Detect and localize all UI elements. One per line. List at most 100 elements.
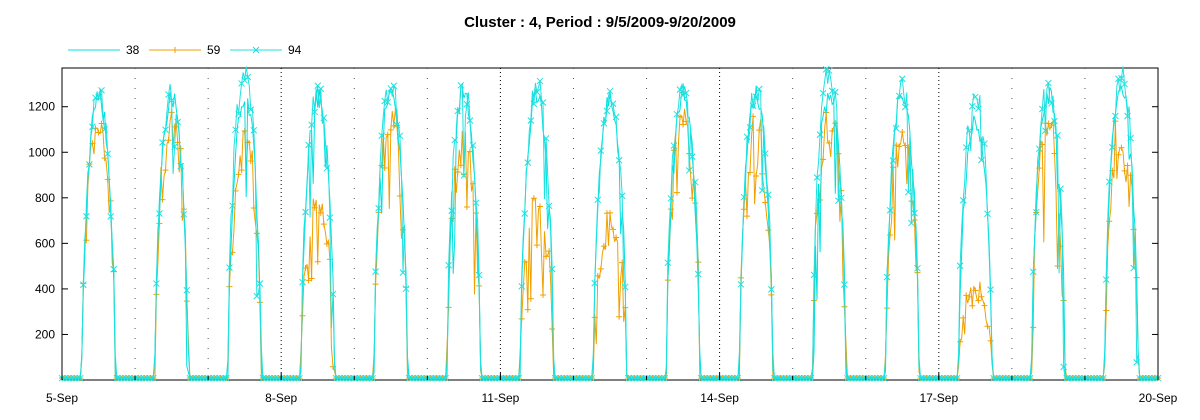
data-point (557, 374, 565, 382)
data-point (299, 312, 306, 319)
y-tick-label: 800 (35, 191, 55, 205)
data-point (539, 99, 547, 106)
data-point (649, 374, 656, 382)
data-point (640, 374, 647, 382)
data-point (460, 172, 468, 179)
data-point (549, 325, 556, 332)
data-point (667, 195, 675, 202)
data-point (128, 374, 136, 382)
data-point (755, 85, 763, 93)
data-point (740, 193, 748, 201)
data-point (758, 187, 766, 194)
data-point (783, 374, 790, 382)
data-point (417, 374, 425, 382)
data-point (518, 282, 526, 290)
data-point (235, 110, 242, 118)
legend-item-59: 59 (149, 43, 221, 57)
data-point (314, 258, 321, 265)
legend-label: 38 (126, 43, 140, 57)
data-point (744, 213, 750, 220)
data-point (186, 374, 194, 382)
data-point (1084, 374, 1092, 382)
data-point (320, 114, 328, 122)
data-point (1045, 120, 1052, 127)
data-point (884, 305, 891, 312)
data-point (597, 147, 605, 154)
data-point (542, 134, 550, 142)
data-point (810, 271, 818, 279)
data-point (481, 374, 489, 382)
data-point (874, 374, 882, 382)
data-point (252, 46, 260, 54)
data-point (774, 374, 781, 382)
data-point (439, 374, 446, 382)
data-point (207, 374, 215, 382)
data-point (1045, 79, 1052, 87)
data-point (238, 167, 245, 174)
data-point (771, 374, 778, 382)
data-point (996, 374, 1004, 382)
series-38 (62, 83, 1158, 379)
data-point (850, 374, 857, 382)
data-point (588, 374, 596, 382)
data-point (747, 169, 754, 176)
data-point (110, 265, 118, 273)
data-point (1102, 276, 1110, 283)
data-point (521, 210, 529, 217)
data-point (1014, 374, 1022, 382)
data-point (987, 286, 994, 294)
data-point (344, 374, 352, 382)
data-point (174, 118, 182, 126)
data-point (1093, 374, 1101, 382)
data-point (1029, 268, 1037, 276)
data-point (960, 314, 967, 321)
data-point (981, 140, 988, 148)
data-point (436, 374, 443, 382)
data-point (777, 374, 784, 382)
data-point (463, 204, 470, 211)
data-point (780, 374, 787, 382)
data-point (302, 208, 309, 216)
data-point (430, 374, 437, 382)
data-point (576, 374, 583, 382)
data-point (969, 302, 976, 309)
data-point (518, 315, 525, 322)
data-point (171, 143, 178, 150)
data-point (722, 374, 730, 382)
data-point (119, 374, 127, 382)
data-point (411, 374, 419, 382)
data-point (761, 150, 769, 157)
data-point (968, 102, 976, 110)
data-point (886, 206, 894, 214)
data-point (661, 374, 669, 382)
data-point (883, 273, 891, 281)
data-point (728, 374, 736, 382)
data-point (899, 129, 906, 136)
data-point (253, 292, 261, 300)
data-point (688, 153, 696, 160)
data-point (1124, 162, 1131, 169)
data-point (274, 374, 282, 382)
data-point (920, 374, 927, 382)
data-point (95, 94, 102, 101)
data-point (515, 374, 523, 382)
data-point (749, 102, 757, 110)
data-point (597, 265, 604, 272)
data-point (594, 272, 601, 279)
data-point (579, 374, 586, 382)
data-point (338, 374, 346, 382)
data-point (487, 374, 495, 382)
data-point (1121, 167, 1128, 174)
data-point (697, 374, 705, 382)
data-point (768, 285, 775, 293)
data-point (1035, 145, 1043, 153)
data-point (1090, 374, 1098, 382)
data-point (1023, 374, 1031, 382)
data-point (156, 220, 163, 227)
data-point (616, 313, 623, 320)
data-point (177, 162, 185, 170)
data-point (98, 86, 105, 94)
data-point (1124, 112, 1131, 120)
data-point (978, 156, 985, 164)
data-point (1011, 374, 1019, 382)
